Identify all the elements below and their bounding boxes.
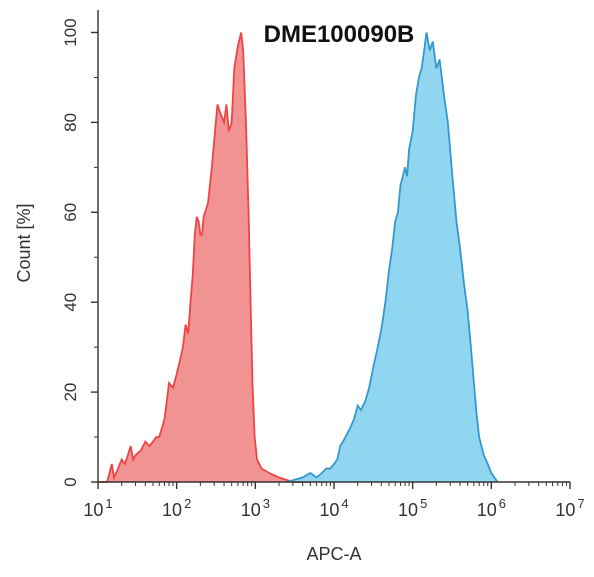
x-tick-label: 10 6 — [477, 496, 506, 520]
y-tick-label: 0 — [61, 477, 80, 486]
x-tick-label: 10 3 — [241, 496, 270, 520]
x-axis-label: APC-A — [306, 544, 361, 564]
y-tick-label: 100 — [61, 18, 80, 46]
series-1-area — [98, 32, 311, 482]
y-tick-label: 80 — [61, 113, 80, 132]
series-2-area — [286, 32, 498, 482]
ticks-layer: 0 20 40 60 80 100 10 1 10 2 10 3 10 4 10 5 10 6 10 7 — [61, 18, 585, 520]
y-tick-label: 60 — [61, 203, 80, 222]
series-1-line — [98, 32, 311, 483]
x-tick-label: 10 1 — [83, 496, 112, 520]
x-tick-label: 10 4 — [319, 496, 348, 520]
series-layer — [98, 32, 499, 483]
series-2-line — [286, 32, 499, 483]
y-axis-label: Count [%] — [14, 203, 34, 282]
x-tick-label: 10 7 — [555, 496, 584, 520]
y-tick-label: 20 — [61, 383, 80, 402]
chart-title: DME100090B — [264, 21, 415, 48]
x-tick-label: 10 5 — [398, 496, 427, 520]
x-tick-label: 10 2 — [162, 496, 191, 520]
y-tick-label: 40 — [61, 293, 80, 312]
